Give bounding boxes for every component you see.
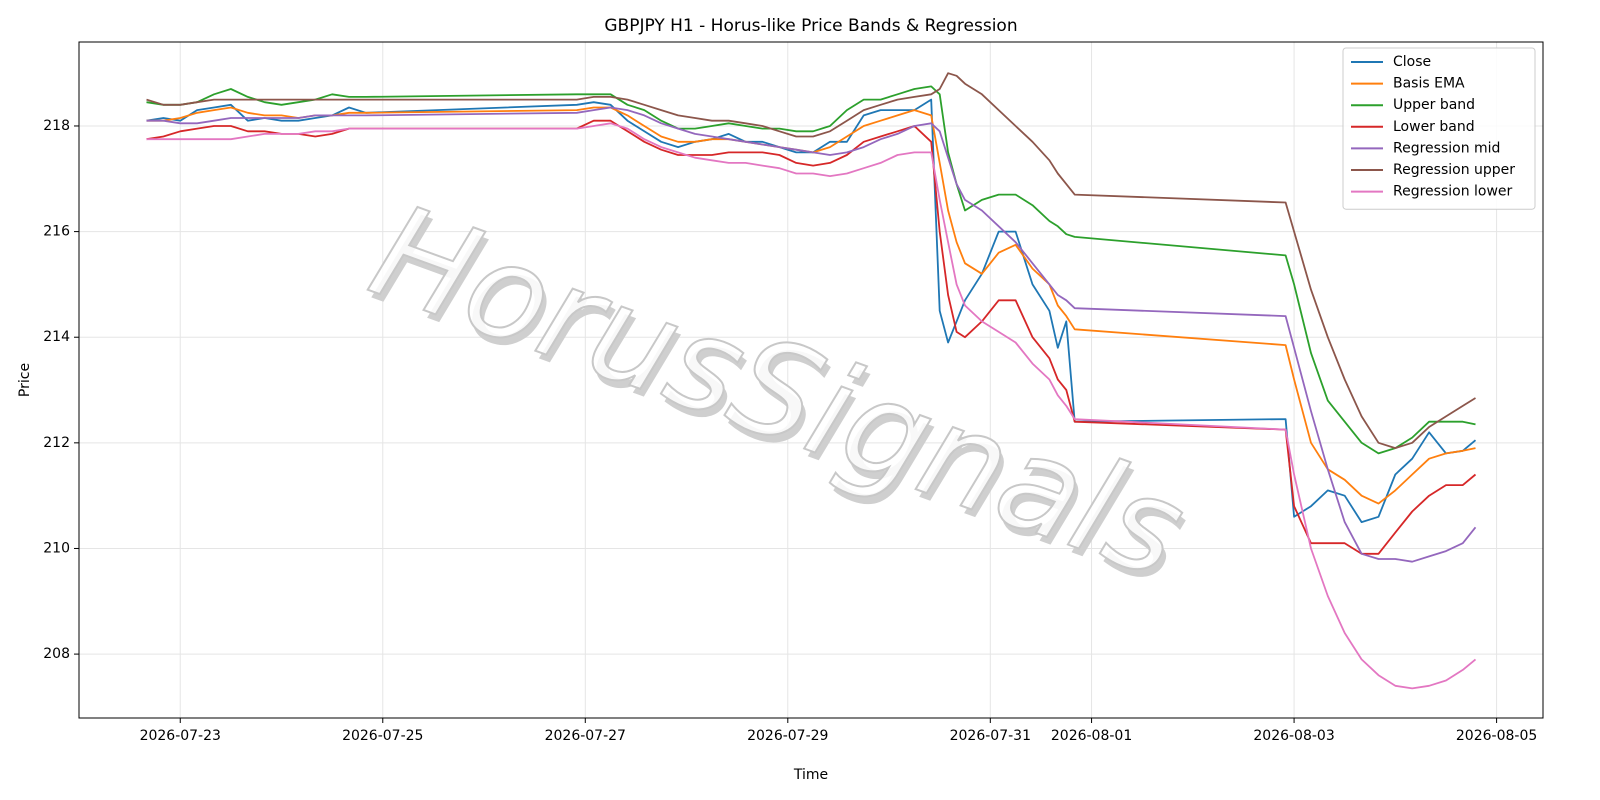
y-tick-label: 216	[43, 224, 70, 240]
series-line	[146, 106, 1477, 563]
y-tick-label: 208	[43, 646, 70, 662]
legend-label: Regression mid	[1393, 140, 1500, 156]
x-tick-label: 2026-08-03	[1253, 728, 1334, 744]
y-tick-label: 214	[43, 329, 70, 345]
plot-lines	[146, 72, 1477, 690]
x-tick-label: 2026-07-31	[950, 728, 1031, 744]
series-line	[146, 72, 1476, 449]
y-tick-label: 218	[43, 118, 70, 134]
grid	[79, 42, 1543, 718]
legend-label: Basis EMA	[1393, 76, 1465, 92]
x-tick-label: 2026-07-27	[545, 728, 626, 744]
y-tick-label: 210	[43, 540, 70, 556]
legend-label: Close	[1393, 54, 1431, 70]
legend-label: Lower band	[1393, 119, 1475, 135]
x-tick-label: 2026-08-01	[1051, 728, 1132, 744]
series-line	[146, 122, 1477, 690]
y-tick-label: 212	[43, 435, 70, 451]
series-line	[146, 119, 1477, 555]
axes: 208 210 212 214 216 218 2026-07-23 2026-07-25 20…	[43, 118, 1537, 744]
y-axis-label: Price	[17, 363, 33, 397]
series-line	[146, 98, 1477, 523]
x-axis-label: Time	[793, 767, 828, 783]
x-tick-label: 2026-07-23	[140, 728, 221, 744]
x-tick-label: 2026-07-29	[747, 728, 828, 744]
legend-label: Regression upper	[1393, 162, 1515, 178]
x-tick-label: 2026-07-25	[342, 728, 423, 744]
legend-label: Regression lower	[1393, 184, 1513, 200]
plot-frame	[78, 41, 1544, 719]
legend-box	[1342, 47, 1536, 210]
legend: Close Basis EMA Upper band Lower band Regres…	[1342, 47, 1536, 210]
chart-title: GBPJPY H1 - Horus-like Price Bands & Reg…	[604, 16, 1017, 36]
x-tick-label: 2026-08-05	[1456, 728, 1537, 744]
legend-label: Upper band	[1393, 97, 1475, 113]
